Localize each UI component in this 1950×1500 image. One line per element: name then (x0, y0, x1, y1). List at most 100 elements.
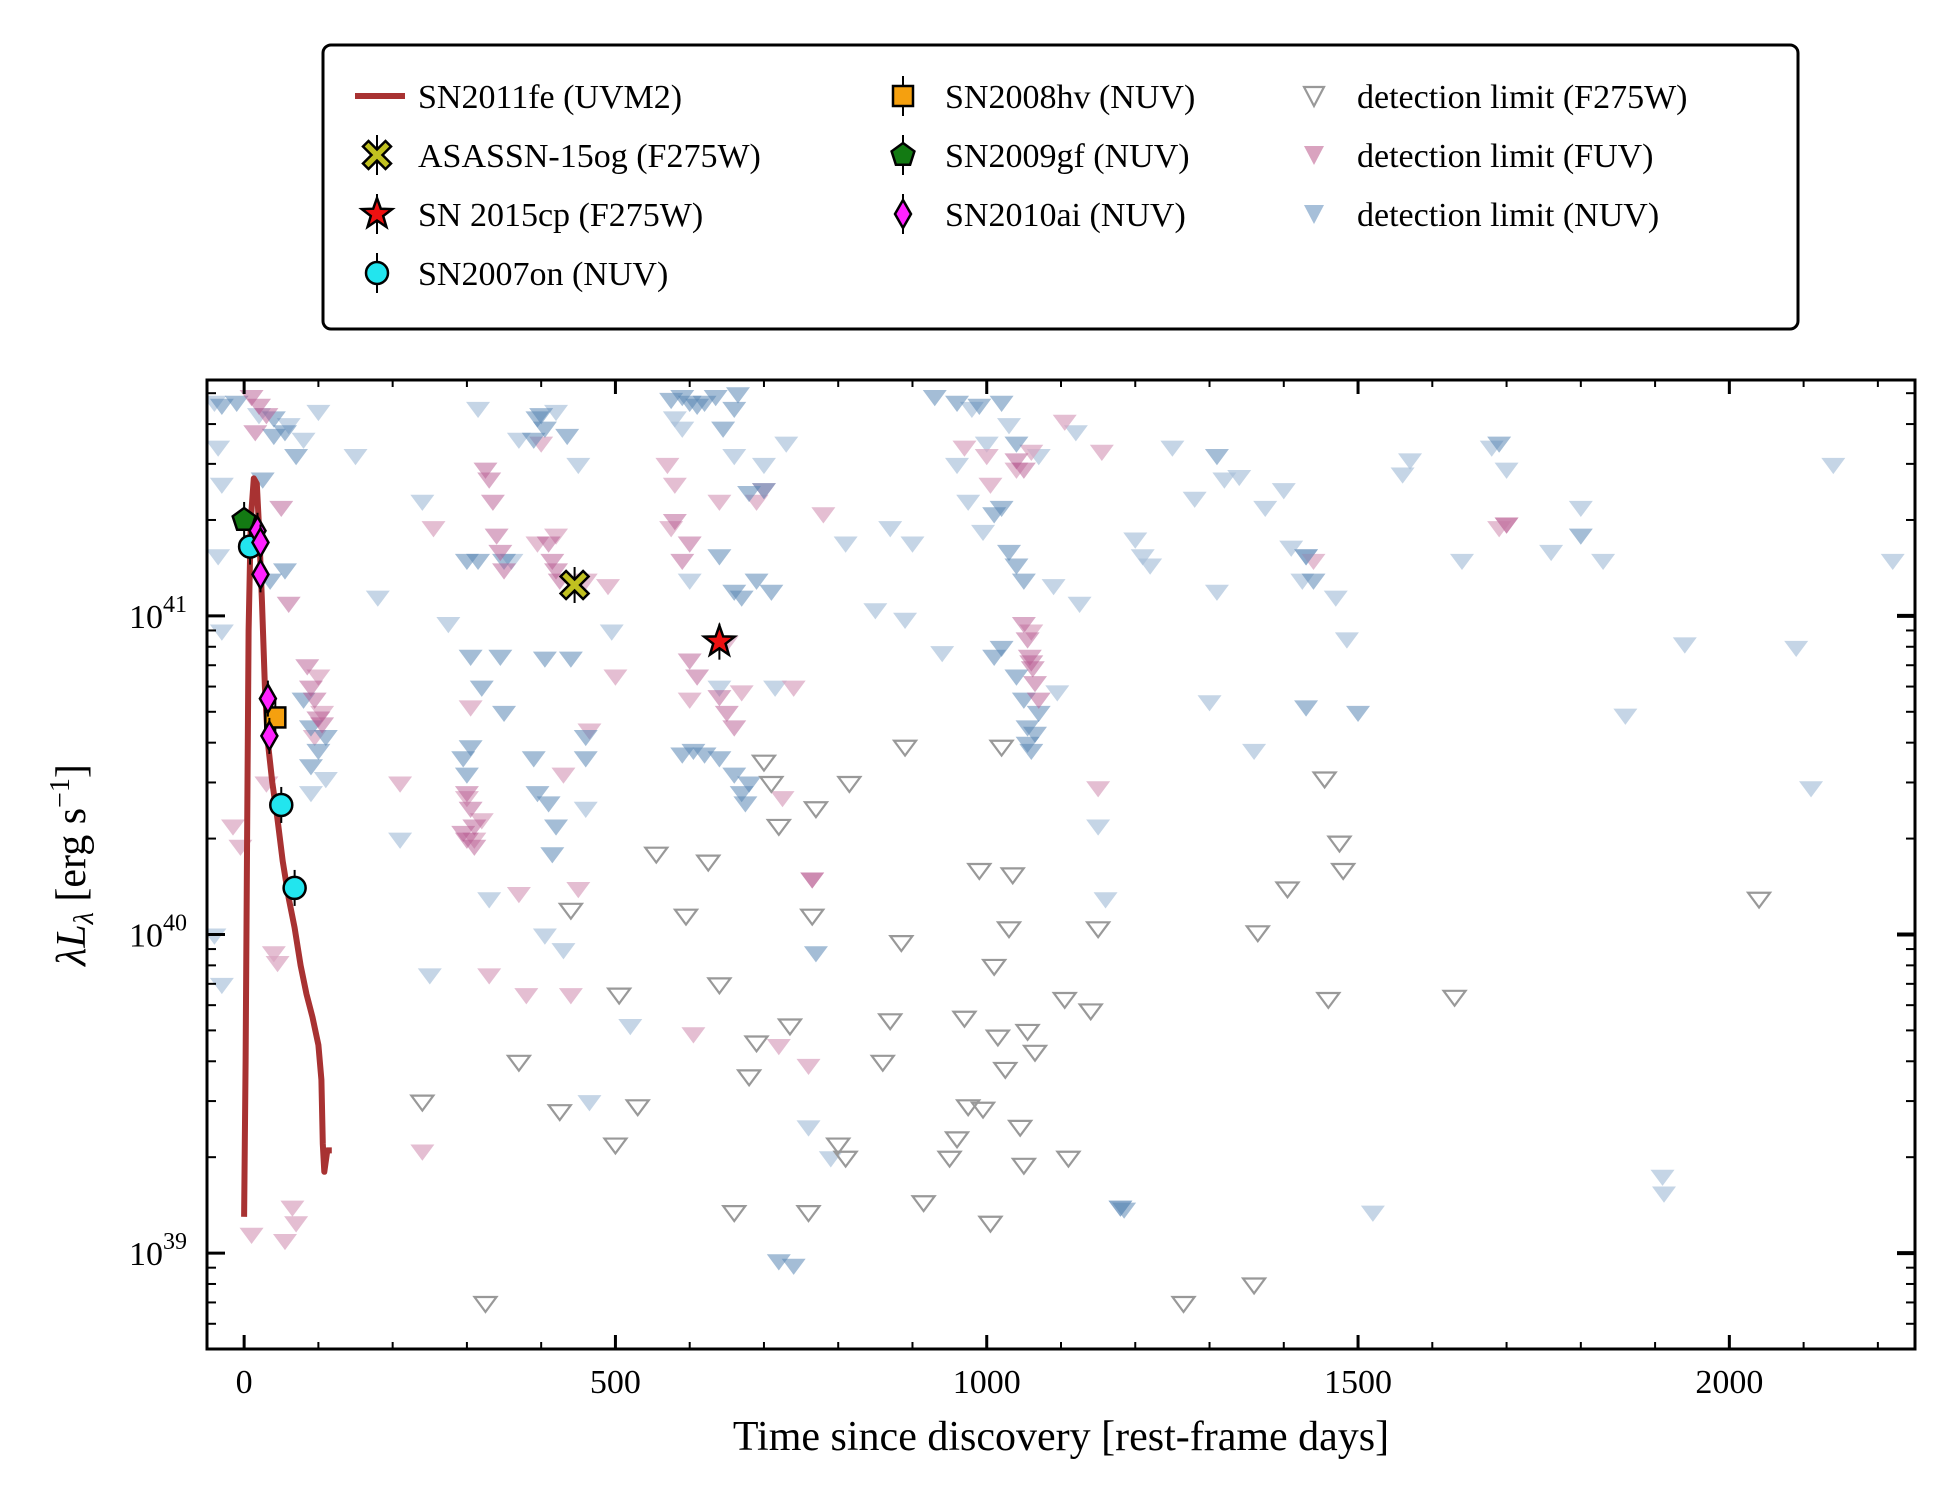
legend-item: SN2011fe (UVM2) (355, 79, 682, 116)
highlighted-point (700, 621, 739, 658)
f275w-limit-point (1006, 1119, 1034, 1138)
legend-label: SN2009gf (NUV) (945, 138, 1190, 175)
fuv-limit-point (458, 801, 483, 818)
f275w-limit-point (988, 739, 1015, 758)
nuv-limit-point (766, 1254, 791, 1271)
f275w-limit-point (936, 1150, 963, 1169)
fuv-limit-point (670, 553, 695, 571)
nuv-limit-point (744, 573, 769, 590)
fuv-limit-point (480, 494, 505, 511)
legend: SN2011fe (UVM2) ASASSN-15og (F275W) SN 201… (321, 43, 1800, 331)
fuv-limit-point (484, 528, 509, 545)
fuv-limit-point (243, 425, 268, 442)
nuv-limit-point (532, 421, 557, 438)
nuv-limit-point (1346, 705, 1371, 723)
nuv-limit-point (551, 943, 576, 960)
nuv-limit-point (1160, 440, 1185, 457)
x-axis-label: Time since discovery [rest-frame days] (733, 1414, 1389, 1460)
fuv-limit-point (707, 494, 732, 511)
legend-label: SN2008hv (NUV) (945, 79, 1195, 116)
nuv-limit-point (751, 483, 776, 500)
fuv-limit-point (1023, 676, 1048, 693)
nuv-limit-point (466, 401, 491, 419)
fuv-limit-point (1019, 655, 1044, 672)
nuv-limit-point (1063, 425, 1088, 442)
plot-frame (205, 378, 1917, 1351)
f275w-limit-point (888, 935, 915, 953)
fuv-limit-point (662, 514, 687, 531)
nuv-limit-point (989, 395, 1014, 413)
legend-marker (364, 260, 390, 286)
nuv-limit-point (725, 387, 750, 404)
nuv-limit-point (1019, 743, 1044, 761)
nuv-limit-point (1487, 436, 1512, 453)
nuv-limit-point (529, 408, 554, 425)
f275w-limit-point (672, 908, 700, 927)
fuv-limit-point (766, 1039, 791, 1056)
y-axis-label: λLλ [erg s−1] (45, 764, 100, 968)
fuv-limit-point (298, 680, 323, 697)
nuv-limit-point (1086, 819, 1111, 836)
fuv-limit-point (1019, 444, 1044, 461)
fuv-limit-point (1004, 453, 1029, 470)
legend-item: detection limit (F275W) (1302, 79, 1688, 116)
f275w-limit-point (1315, 991, 1342, 1010)
legend-label: SN 2015cp (F275W) (418, 197, 703, 234)
nuv-limit-point (1045, 685, 1070, 702)
fuv-limit-point (269, 500, 294, 518)
fuv-limit-point (655, 457, 680, 475)
fuv-limit-point (276, 596, 301, 613)
f275w-limit-point (992, 1061, 1019, 1080)
nuv-limit-point (209, 624, 234, 641)
nuv-limit-point (291, 432, 316, 449)
nuv-limit-point (900, 536, 925, 553)
fuv-limit-point (295, 659, 320, 676)
fuv-limit-point (272, 1233, 297, 1251)
nuv-limit-point (945, 395, 970, 413)
nuv-limit-point (1067, 596, 1092, 613)
nuv-limit-point (670, 421, 695, 438)
f275w-limit-point (825, 1137, 852, 1156)
f275w-limit-point (1240, 1277, 1268, 1296)
nuv-limit-point (774, 436, 799, 453)
f275w-limit-point (836, 775, 863, 794)
f275w-limit-point (557, 902, 585, 921)
fuv-limit-point (473, 462, 498, 479)
nuv-limit-point (1591, 553, 1616, 571)
f275w-limit-point (795, 1205, 822, 1223)
f275w-limit-point (966, 862, 993, 881)
nuv-limit-point (306, 743, 331, 761)
nuv-limit-point (1294, 549, 1319, 566)
nuv-limit-point (365, 590, 390, 607)
f275w-limit-point (1330, 862, 1357, 881)
fuv-limit-point (540, 553, 565, 571)
nuv-limit-point (930, 646, 955, 663)
nuv-limit-point (1323, 590, 1348, 607)
fuv-limit-point (306, 669, 331, 686)
nuv-limit-point (532, 928, 557, 945)
fuv-limit-point (1015, 632, 1040, 649)
legend-item: detection limit (NUV) (1304, 197, 1659, 234)
f275w-limit-point (765, 818, 792, 837)
nuv-limit-point (711, 421, 736, 438)
f275w-limit-point (1084, 921, 1112, 939)
x-tick-label: 1000 (953, 1364, 1021, 1401)
f275w-limit-point (643, 846, 670, 865)
fuv-limit-point (551, 767, 576, 784)
x-tick-label: 500 (590, 1364, 641, 1401)
fuv-limit-point (410, 1144, 435, 1161)
nuv-limit-point (540, 847, 565, 864)
fuv-limit-point (566, 881, 591, 899)
x-tick-label: 2000 (1695, 1364, 1763, 1401)
nuv-limit-point (209, 977, 234, 995)
nuv-limit-point (521, 751, 546, 768)
fuv-limit-point (1494, 517, 1519, 534)
nuv-limit-point (796, 1120, 821, 1137)
f275w-limit-point (977, 1215, 1004, 1234)
nuv-limit-point (707, 751, 732, 768)
legend-marker (890, 141, 916, 166)
fuv-limit-point (261, 946, 286, 963)
nuv-limit-point (261, 428, 286, 446)
nuv-limit-point (1138, 558, 1163, 575)
nuv-limit-point (313, 771, 338, 789)
